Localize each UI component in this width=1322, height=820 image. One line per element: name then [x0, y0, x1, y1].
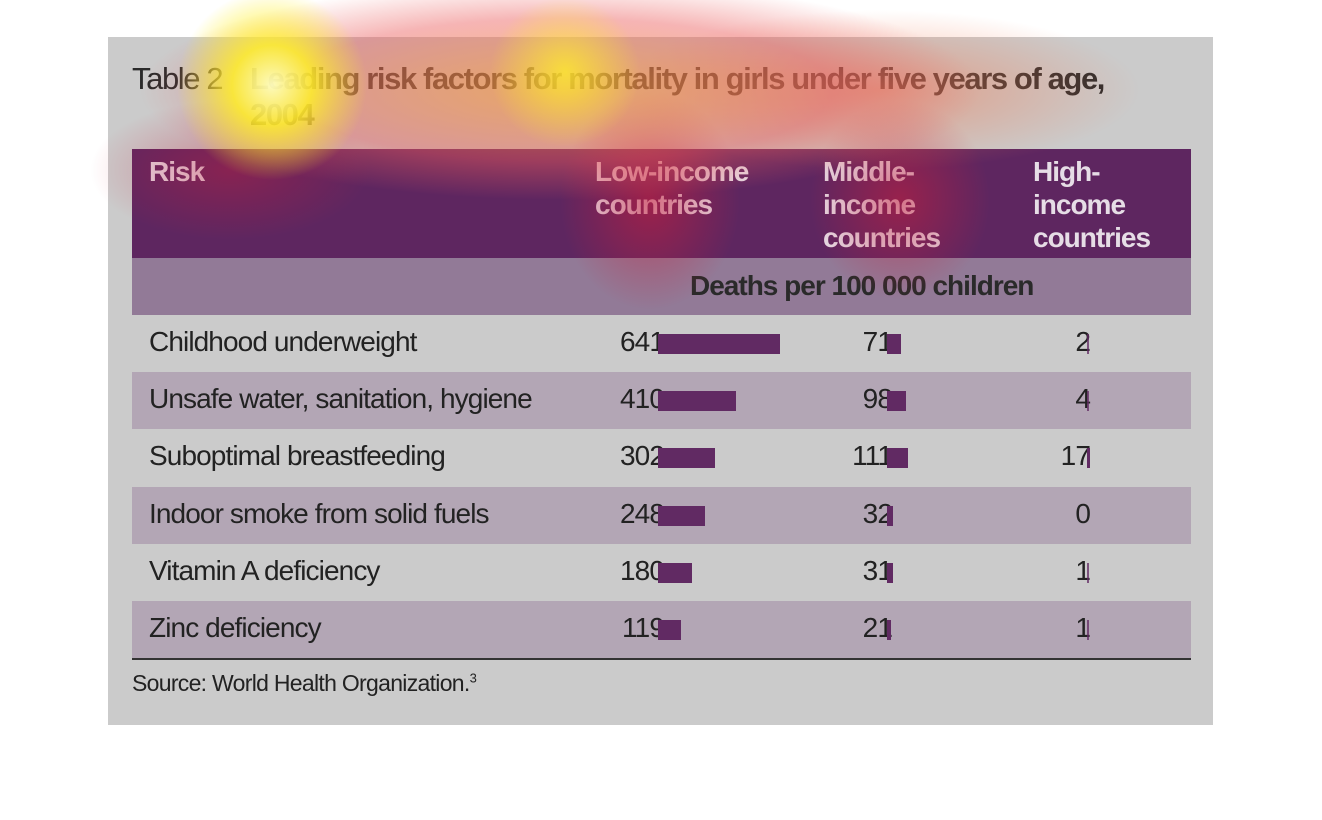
- unit-label: Deaths per 100 000 children: [690, 270, 1034, 301]
- low-income-bar: [658, 448, 716, 469]
- middle-income-value: 98: [862, 383, 893, 415]
- low-income-value: 248: [619, 497, 665, 529]
- bottom-rule: [132, 658, 1191, 660]
- high-income-bar: [1087, 448, 1091, 469]
- middle-income-bar: [887, 334, 901, 354]
- table-row: Zinc deficiency 119 21 1: [132, 601, 1191, 658]
- middle-income-bar: [887, 562, 893, 583]
- high-income-value: 1: [1075, 554, 1091, 586]
- unit-subheader: Deaths per 100 000 children: [132, 258, 1191, 315]
- risk-label: Unsafe water, sanitation, hygiene: [149, 383, 533, 415]
- low-income-bar: [658, 334, 780, 354]
- low-income-bar: [658, 505, 706, 526]
- middle-income-bar: [887, 620, 891, 640]
- source-footnote: 3: [469, 670, 477, 686]
- table-panel: Table 2 Leading risk factors for mortali…: [108, 37, 1213, 725]
- high-income-value: 2: [1075, 326, 1091, 357]
- table-row: Indoor smoke from solid fuels 248 32 0: [132, 486, 1191, 544]
- low-income-value: 180: [619, 554, 665, 586]
- high-income-value: 4: [1075, 383, 1091, 415]
- middle-income-value: 111: [852, 440, 893, 472]
- risk-label: Suboptimal breastfeeding: [149, 440, 446, 472]
- middle-income-value: 21: [862, 612, 893, 643]
- middle-income-bar: [887, 448, 909, 469]
- low-income-bar: [658, 620, 681, 640]
- high-income-bar: [1087, 620, 1089, 640]
- risk-label: Zinc deficiency: [149, 612, 322, 643]
- middle-income-bar: [887, 391, 906, 412]
- low-income-value: 119: [622, 612, 665, 643]
- source-text: Source: World Health Organization.: [132, 670, 470, 696]
- table-row: Childhood underweight 641 71 2: [132, 315, 1191, 372]
- low-income-value: 410: [619, 383, 665, 415]
- table-number: Table 2: [132, 61, 224, 96]
- table-header: Risk Low-income countries Middle-income …: [132, 149, 1191, 258]
- table-row: Vitamin A deficiency 180 31 1: [132, 544, 1191, 601]
- low-income-value: 641: [619, 326, 665, 357]
- header-risk: Risk: [149, 156, 205, 187]
- table-row: Unsafe water, sanitation, hygiene 410 98 4: [132, 372, 1191, 430]
- risk-label: Indoor smoke from solid fuels: [149, 497, 490, 529]
- low-income-bar: [658, 562, 693, 583]
- table-title-text: Leading risk factors for mortality in gi…: [250, 61, 1105, 132]
- middle-income-bar: [887, 505, 894, 526]
- risk-label: Childhood underweight: [149, 326, 417, 357]
- high-income-bar: [1087, 334, 1089, 354]
- low-income-bar: [658, 391, 737, 412]
- middle-income-value: 71: [862, 326, 893, 357]
- high-income-value: 0: [1075, 497, 1091, 529]
- high-income-bar: [1087, 391, 1089, 412]
- risk-label: Vitamin A deficiency: [149, 554, 380, 586]
- table-row: Suboptimal breastfeeding 302 111 17: [132, 429, 1191, 486]
- header-middle-income: Middle-income countries: [823, 156, 941, 253]
- middle-income-value: 31: [862, 554, 893, 586]
- high-income-bar: [1087, 562, 1089, 583]
- high-income-value: 17: [1060, 440, 1091, 472]
- header-high-income: High-income countries: [1033, 156, 1151, 253]
- high-income-value: 1: [1075, 612, 1091, 643]
- source-note: Source: World Health Organization.3: [132, 670, 477, 697]
- middle-income-value: 32: [862, 497, 893, 529]
- low-income-value: 302: [619, 440, 665, 472]
- header-low-income: Low-income countries: [595, 156, 749, 220]
